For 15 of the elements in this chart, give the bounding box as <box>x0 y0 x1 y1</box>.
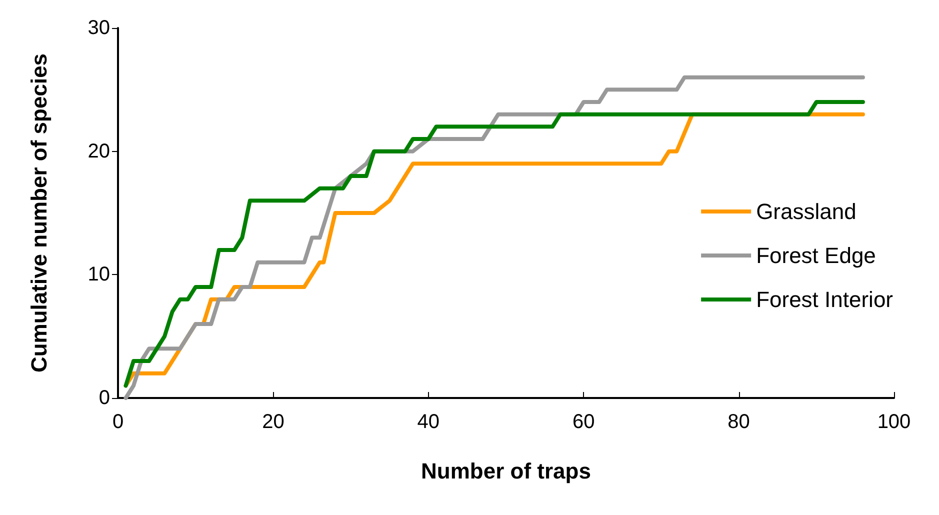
y-tick-label: 30 <box>88 17 110 39</box>
legend-label: Forest Edge <box>756 243 876 268</box>
x-tick-label: 80 <box>728 411 750 433</box>
x-tick-label: 60 <box>572 411 595 433</box>
x-tick-label: 100 <box>877 411 911 433</box>
x-tick-label: 40 <box>417 411 440 433</box>
x-tick-label: 0 <box>112 411 124 433</box>
y-tick-label: 20 <box>88 140 110 162</box>
y-tick-label: 10 <box>88 264 110 286</box>
legend-label: Forest Interior <box>756 287 894 312</box>
legend-label: Grassland <box>756 199 856 224</box>
y-axis-title: Cumulative number of species <box>26 53 52 373</box>
x-axis-title: Number of traps <box>421 458 591 484</box>
x-tick-label: 20 <box>262 411 284 433</box>
y-tick-label: 0 <box>98 387 110 409</box>
